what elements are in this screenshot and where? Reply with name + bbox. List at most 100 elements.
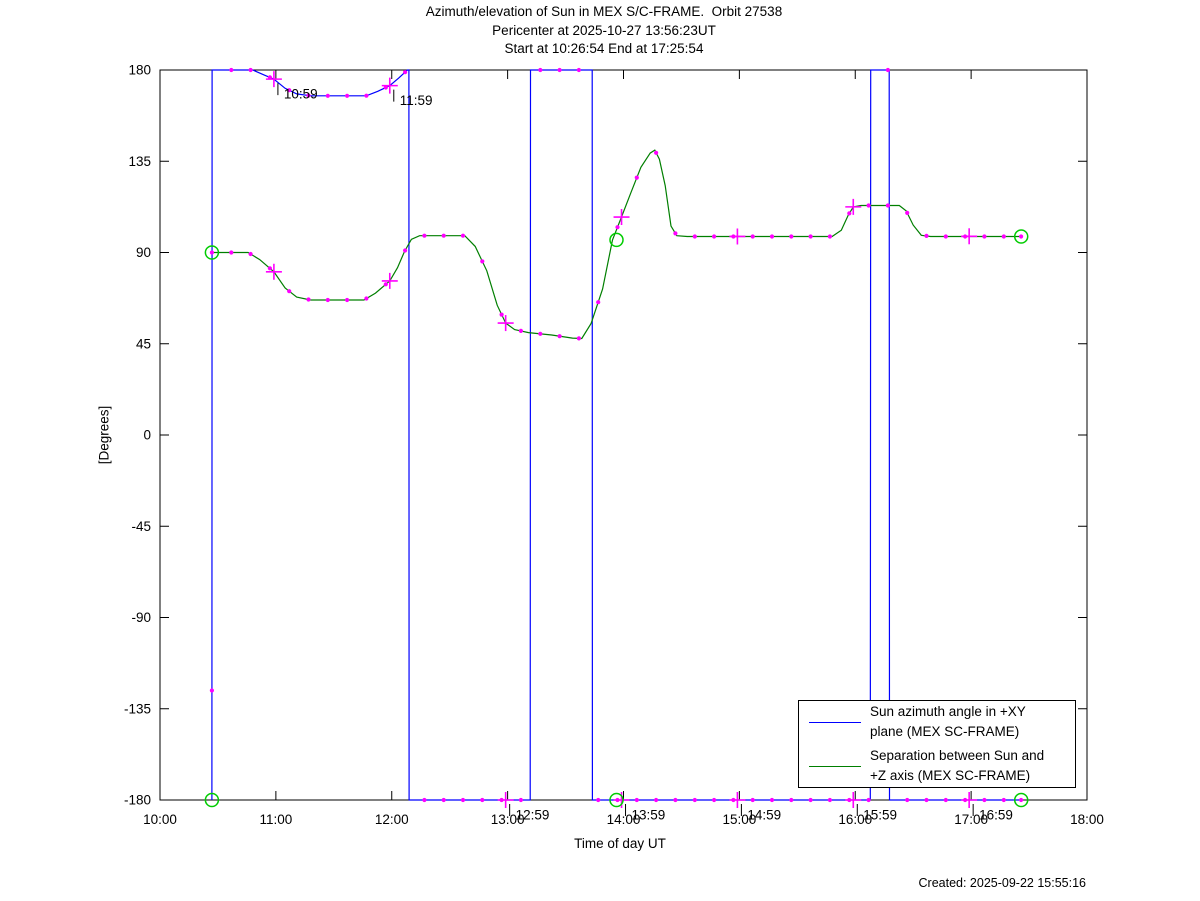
legend-label-separation: Separation between Sun and +Z axis (MEX S… xyxy=(870,746,1044,786)
y-tick-label: 0 xyxy=(143,428,151,443)
legend-label-azimuth-line1: Sun azimuth angle in +XY xyxy=(870,704,1026,719)
x-tick-label: 13:00 xyxy=(491,812,525,827)
dot-marker xyxy=(866,797,871,803)
annotation-label: 12:59 xyxy=(516,808,550,823)
dot-marker xyxy=(808,234,813,239)
dot-marker xyxy=(518,797,524,803)
hourly-plus-markers xyxy=(265,71,978,808)
dot-marker xyxy=(808,797,813,803)
dot-marker xyxy=(750,234,755,239)
dot-marker xyxy=(905,797,910,803)
dot-marker xyxy=(538,67,543,73)
dot-marker xyxy=(885,67,891,73)
y-tick-label: -135 xyxy=(124,701,151,716)
dot-marker xyxy=(712,234,717,239)
series-line xyxy=(211,69,1022,801)
axis-ticks xyxy=(159,69,1088,801)
legend-line-sample-separation xyxy=(809,765,861,767)
dot-marker xyxy=(769,234,775,239)
dot-marker xyxy=(441,797,446,803)
chart-subtitle-pericenter: Pericenter at 2025-10-27 13:56:23UT xyxy=(492,23,716,38)
dot-marker xyxy=(596,797,601,803)
legend-item-azimuth: Sun azimuth angle in +XY plane (MEX SC-FR… xyxy=(799,702,1075,742)
y-tick-label: 45 xyxy=(136,336,151,351)
dot-marker xyxy=(403,248,408,253)
dot-marker xyxy=(267,266,272,271)
dot-marker xyxy=(1001,797,1006,803)
x-axis-label: Time of day UT xyxy=(574,836,666,851)
y-tick-label: -180 xyxy=(124,793,151,808)
dot-marker xyxy=(248,251,253,257)
x-tick-label: 11:00 xyxy=(259,812,292,827)
dot-marker xyxy=(287,289,292,294)
annotation-label: 16:59 xyxy=(979,808,1013,823)
x-tick-label: 12:00 xyxy=(375,812,409,827)
y-tick-label: 90 xyxy=(136,245,151,260)
annotation-label: 15:59 xyxy=(863,808,897,823)
dot-marker xyxy=(750,797,755,803)
dot-marker xyxy=(634,797,639,803)
dot-marker xyxy=(866,203,871,208)
dot-marker xyxy=(422,233,427,238)
y-tick-label: 135 xyxy=(128,154,151,169)
dot-marker xyxy=(248,67,253,73)
dot-marker xyxy=(982,797,987,803)
endpoint-circle xyxy=(204,245,220,260)
dot-marker xyxy=(673,231,678,236)
dot-marker xyxy=(847,211,852,216)
series-separation xyxy=(211,149,1022,340)
dot-marker xyxy=(982,234,987,239)
dot-marker xyxy=(518,328,524,333)
legend-label-azimuth-line2: plane (MEX SC-FRAME) xyxy=(870,724,1020,739)
y-tick-label: -90 xyxy=(131,610,151,625)
annotation-label: 13:59 xyxy=(632,808,666,823)
endpoint-circle xyxy=(1013,792,1029,808)
dot-marker xyxy=(345,93,350,98)
dot-marker xyxy=(306,93,311,98)
dot-marker xyxy=(345,297,350,303)
y-axis-label: [Degrees] xyxy=(96,405,112,465)
created-timestamp: Created: 2025-09-22 15:55:16 xyxy=(918,876,1087,890)
dot-marker xyxy=(403,70,408,75)
dot-marker xyxy=(827,797,833,803)
dot-marker xyxy=(615,225,620,230)
dot-marker xyxy=(499,312,504,317)
dot-marker xyxy=(789,797,794,803)
dot-marker xyxy=(654,797,659,803)
dot-marker xyxy=(924,233,929,238)
series-line xyxy=(211,149,1022,340)
legend-label-separation-line1: Separation between Sun and xyxy=(870,748,1045,763)
dot-marker xyxy=(596,300,601,305)
dot-marker xyxy=(229,250,234,255)
dot-marker xyxy=(943,234,948,239)
x-tick-label: 16:00 xyxy=(838,812,872,827)
dot-marker xyxy=(827,234,833,239)
dot-marker xyxy=(1001,234,1006,239)
dot-marker xyxy=(692,234,697,239)
dot-marker xyxy=(924,797,929,803)
dot-marker xyxy=(538,331,543,336)
dot-marker xyxy=(943,797,948,803)
chart-title: Azimuth/elevation of Sun in MEX S/C-FRAM… xyxy=(425,4,783,19)
legend-label-azimuth: Sun azimuth angle in +XY plane (MEX SC-FR… xyxy=(870,702,1026,742)
dot-marker xyxy=(576,67,582,73)
endpoint-circle xyxy=(1013,229,1029,244)
y-tick-label: -45 xyxy=(131,519,151,534)
y-tick-labels: 180 135 90 45 0 -45 -90 -135 -180 xyxy=(124,63,151,808)
x-tick-labels: 10:00 11:00 12:00 13:00 14:00 15:00 16:00 17:00… xyxy=(143,812,1104,827)
dot-marker xyxy=(692,797,697,803)
endpoint-circle xyxy=(204,792,220,808)
axes-frame xyxy=(159,69,1088,801)
dot-marker xyxy=(422,797,427,803)
dot-marker xyxy=(441,233,446,238)
dot-marker xyxy=(364,93,369,98)
dot-marker xyxy=(383,282,388,287)
endpoint-circle xyxy=(609,232,624,248)
dot-marker xyxy=(383,85,388,90)
legend-box: Sun azimuth angle in +XY plane (MEX SC-FR… xyxy=(798,700,1076,788)
x-tick-label: 17:00 xyxy=(954,812,988,827)
dot-marker xyxy=(480,259,485,264)
annotation-label: 10:59 xyxy=(284,87,318,102)
dot-marker xyxy=(364,296,369,301)
